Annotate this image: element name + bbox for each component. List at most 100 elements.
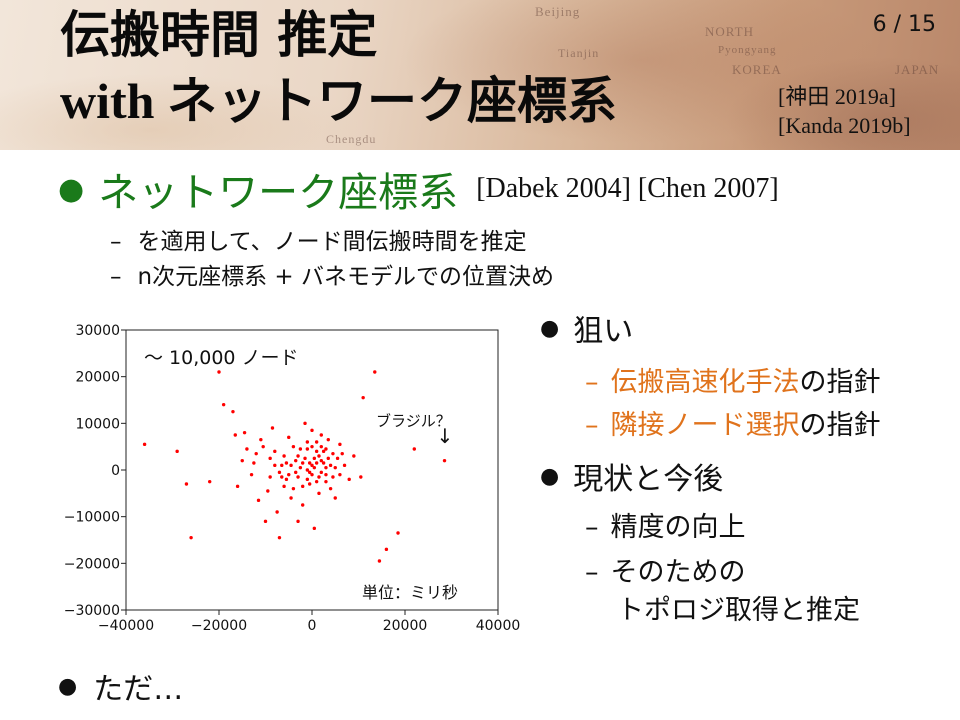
data-point [275,510,279,514]
title-line-2-en: with [60,73,167,129]
main-bullet-cite: [Dabek 2004] [Chen 2007] [476,173,779,204]
sub-item: – n次元座標系 + バネモデルでの位置決め [110,257,554,291]
data-point [184,482,189,486]
data-point [314,440,319,444]
data-point [310,428,314,433]
bottom-bullet-text: ただ… [93,672,184,707]
data-point [273,463,277,468]
plot-frame [125,329,499,611]
map-label: JAPAN [895,62,940,77]
y-tick-label: 0 [111,463,120,479]
data-point [303,421,307,426]
data-point [314,449,319,454]
slide-title: 伝搬時間 推定 with ネットワーク座標系 [60,2,617,134]
data-point [326,456,330,461]
data-point [242,430,247,435]
data-point [296,475,300,479]
data-point [221,402,226,407]
title-references: [神田 2019a] [Kanda 2019b] [778,82,911,140]
data-point [347,477,351,482]
right-sub-item: – 伝搬高速化手法の指針 [585,360,881,399]
data-point [259,437,263,442]
bullet-dot: ● [540,315,560,341]
data-point [310,472,314,477]
data-point [359,475,363,479]
y-tick-label: 30000 [75,323,120,339]
data-point [373,370,377,374]
data-point [333,496,337,500]
data-point [277,470,282,475]
data-point [310,463,314,468]
dash: – [110,264,122,290]
node-count-annotation: 〜 10,000 ノード [144,347,299,369]
main-bullet: ● ネットワーク座標系 [Dabek 2004] [Chen 2007] [58,160,779,218]
data-point [333,465,337,470]
data-point [340,451,344,456]
data-point [361,395,365,400]
dash: – [585,557,599,588]
data-point [305,447,310,451]
data-point [314,461,319,465]
title-line-2: with ネットワーク座標系 [60,68,617,134]
data-point [294,458,298,463]
bullet-dot: ● [58,673,78,699]
right-sub-item-cont: トポロジ取得と推定 [617,588,860,627]
data-point [312,465,317,470]
data-point [328,463,333,468]
sub-item: – を適用して、ノード間伝搬時間を推定 [110,222,527,256]
data-point [233,433,237,437]
reference-2: [Kanda 2019b] [778,113,911,138]
right-bullet-1: ● 狙い [540,306,633,350]
reference-1: [神田 2019a] [778,84,896,109]
map-label: KOREA [732,62,782,77]
bullet-dot: ● [540,463,560,489]
data-point [324,465,328,470]
data-point [240,458,244,463]
data-point [317,454,321,458]
data-point [331,475,335,479]
data-point [289,496,293,500]
sub-item-text: n次元座標系 + バネモデルでの位置決め [137,264,554,290]
data-point [319,444,323,449]
data-point [235,484,240,489]
outlier-arrow: ↓ [437,424,454,448]
data-point [296,454,300,458]
sub-text: の指針 [799,367,881,398]
unit-annotation: 単位：ミリ秒 [362,583,458,602]
data-point [342,463,347,468]
main-bullet-title: ネットワーク座標系 [98,170,459,216]
data-point [328,486,333,491]
data-point [294,470,298,475]
sub-item-text: を適用して、ノード間伝搬時間を推定 [137,229,527,255]
x-tick-label: −40000 [98,618,154,634]
data-point [396,531,400,535]
data-point [208,479,212,484]
data-point [256,498,261,503]
data-point [338,472,342,477]
bullet-dot: ● [58,171,85,207]
title-line-1: 伝搬時間 推定 [60,6,378,64]
sub-text: の指針 [799,410,881,441]
data-point [287,472,291,477]
x-tick-label: 20000 [383,618,428,634]
data-point [252,461,256,465]
data-point [324,479,328,484]
data-point [301,484,305,489]
data-points [142,370,447,563]
data-point [321,461,326,465]
data-point [289,463,293,468]
data-point [296,519,300,524]
data-point [331,451,335,456]
data-point [287,435,291,440]
page-number: 6 / 15 [872,12,936,37]
data-point [273,449,277,454]
data-point [254,451,258,456]
data-point [314,479,319,484]
data-point [261,444,265,449]
map-label: NORTH [705,24,754,39]
x-tick-label: 40000 [476,618,520,634]
data-point [231,409,235,414]
data-point [319,458,323,463]
y-tick-label: 20000 [75,370,120,386]
data-point [352,454,356,458]
